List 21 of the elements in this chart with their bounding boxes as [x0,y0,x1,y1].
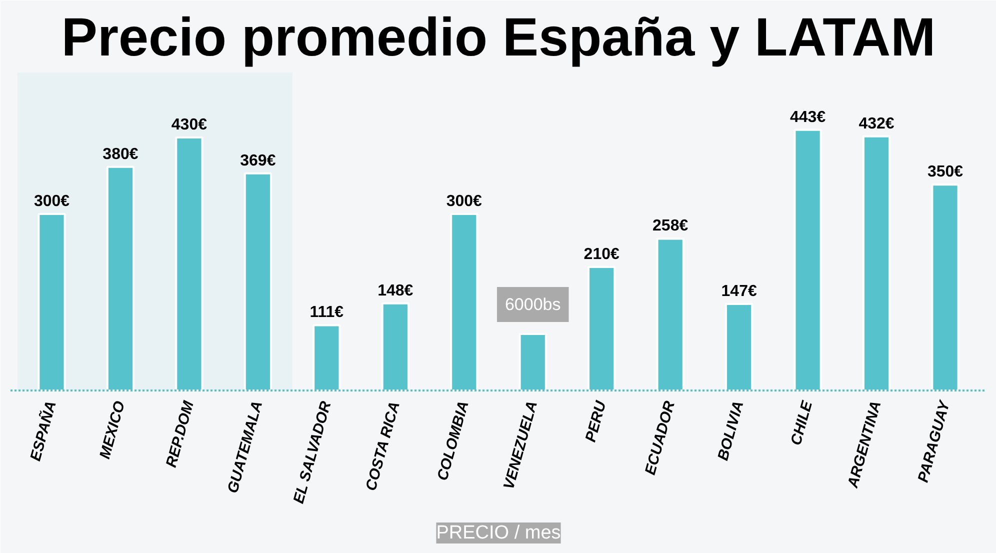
data-label: 148€ [378,282,414,300]
data-label: 350€ [927,164,964,181]
data-label: 111€ [310,304,344,322]
data-label: 210€ [584,246,620,263]
data-label: 369€ [240,152,276,170]
data-label: 430€ [171,116,208,134]
data-label: 300€ [446,192,482,210]
data-label: 432€ [858,115,894,132]
x-tick-label: MEXICO [96,398,129,461]
data-label: 443€ [790,108,826,126]
chart-title: Precio promedio España y LATAM [61,8,936,68]
x-axis-title: PRECIO / mes [436,522,561,544]
data-label: 300€ [34,192,70,210]
x-tick-label: CHILE [788,398,816,448]
data-label: 258€ [652,218,688,235]
x-tick-label: COSTA RICA [362,400,404,493]
data-label: 147€ [721,283,757,300]
annotation: 6000bs [504,295,561,314]
x-tick-label: PERU [582,398,610,444]
data-label: 380€ [102,146,138,163]
x-tick-label: BOLIVIA [714,399,748,462]
